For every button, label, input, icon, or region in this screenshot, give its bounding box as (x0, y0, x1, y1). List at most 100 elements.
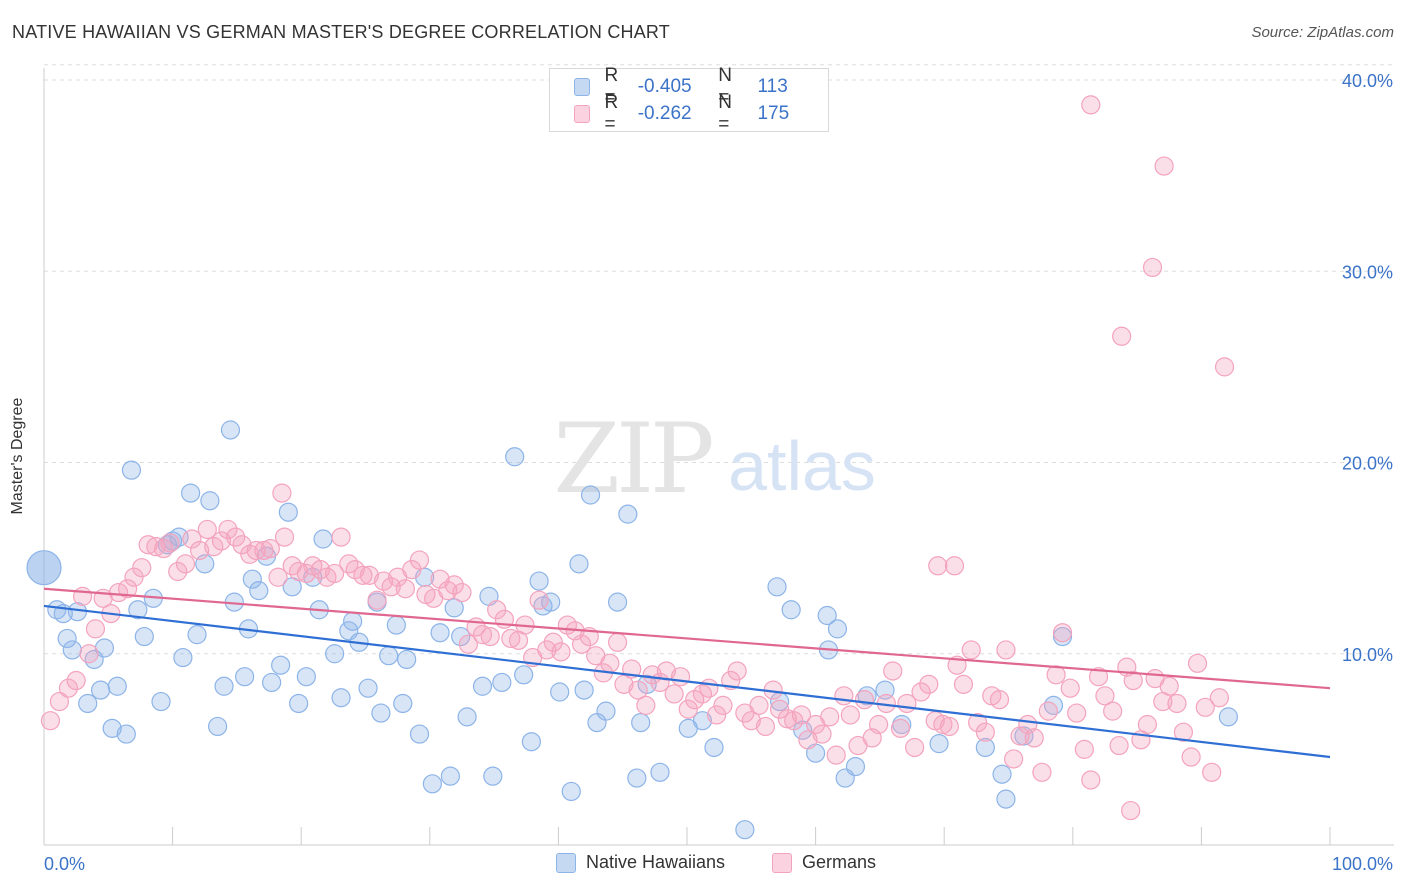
data-point (487, 600, 507, 620)
data-point (631, 712, 651, 733)
data-point (371, 703, 391, 723)
data-point (200, 491, 220, 511)
data-point (124, 567, 144, 587)
data-point (685, 690, 705, 710)
data-point (827, 619, 848, 639)
data-point (373, 571, 394, 591)
data-point (543, 632, 563, 652)
data-point (670, 667, 691, 687)
data-point (735, 820, 755, 840)
data-point (514, 665, 534, 685)
data-point (975, 737, 995, 758)
data-point (235, 667, 255, 687)
data-point (939, 716, 959, 737)
data-point (1109, 735, 1129, 756)
data-point (353, 565, 373, 585)
data-point (289, 561, 309, 582)
y-tick-label: 30.0% (1342, 262, 1393, 282)
data-point (78, 693, 98, 714)
data-point (160, 533, 180, 553)
data-point (246, 540, 266, 561)
data-point (769, 699, 790, 719)
data-point (457, 707, 477, 727)
data-point (218, 519, 238, 540)
data-point (72, 586, 93, 606)
data-point (664, 684, 684, 704)
data-point (1060, 678, 1080, 698)
data-point (755, 716, 776, 737)
data-point (472, 625, 493, 645)
data-point (1187, 653, 1208, 673)
data-point (58, 678, 79, 698)
data-point (1142, 257, 1163, 278)
data-point (961, 640, 981, 660)
data-point (812, 724, 832, 744)
data-point (409, 724, 430, 744)
data-point (905, 737, 925, 758)
data-point (117, 579, 138, 599)
trend-line (43, 604, 1331, 759)
data-point (574, 680, 594, 700)
data-point (296, 563, 316, 584)
data-point (1209, 688, 1230, 708)
data-point (678, 699, 698, 719)
data-point (274, 527, 295, 547)
gridlines (44, 64, 1394, 655)
data-point (367, 590, 387, 610)
data-point (121, 460, 142, 480)
data-point (175, 554, 196, 574)
data-point (798, 730, 818, 750)
data-point (343, 611, 363, 631)
data-point (741, 711, 761, 731)
data-point (845, 756, 866, 777)
legend-n-value: 113 (757, 76, 788, 97)
data-point (1046, 665, 1066, 685)
trend-lines (43, 587, 1331, 759)
data-point (713, 695, 733, 715)
data-point (90, 680, 111, 700)
data-point (249, 581, 269, 601)
data-point (1173, 722, 1193, 742)
x-tick-label: 100.0% (1332, 854, 1393, 874)
data-point (642, 665, 662, 685)
data-point (928, 556, 948, 576)
data-point (262, 672, 282, 693)
data-point (310, 559, 331, 580)
legend-swatch-pink (772, 852, 792, 873)
data-point (57, 628, 77, 649)
data-point (727, 661, 747, 681)
data-point (128, 600, 148, 620)
data-point (989, 690, 1010, 710)
data-point (1081, 770, 1101, 790)
chart-title: NATIVE HAWAIIAN VS GERMAN MASTER'S DEGRE… (12, 22, 670, 42)
data-point (1095, 686, 1115, 706)
data-point (40, 711, 61, 731)
data-point (331, 527, 351, 547)
data-point (1010, 726, 1030, 746)
data-point (826, 745, 846, 765)
data-point (749, 695, 769, 715)
data-point (784, 711, 804, 731)
data-point (834, 686, 854, 706)
data-point (62, 640, 82, 660)
data-point (692, 711, 713, 731)
data-point (607, 592, 628, 612)
data-point (537, 640, 557, 660)
data-point (883, 661, 903, 681)
data-point (187, 625, 207, 645)
data-point (452, 582, 472, 603)
data-point (550, 682, 570, 702)
data-point (278, 502, 298, 522)
data-point (1103, 701, 1123, 721)
data-point (220, 420, 241, 440)
data-point (146, 537, 166, 557)
data-point (569, 554, 589, 574)
data-point (85, 619, 106, 639)
data-point (79, 644, 99, 664)
data-point (996, 789, 1016, 809)
data-point (492, 672, 512, 693)
data-point (440, 766, 460, 786)
data-point (313, 529, 333, 549)
legend-swatch-blue (574, 78, 591, 96)
